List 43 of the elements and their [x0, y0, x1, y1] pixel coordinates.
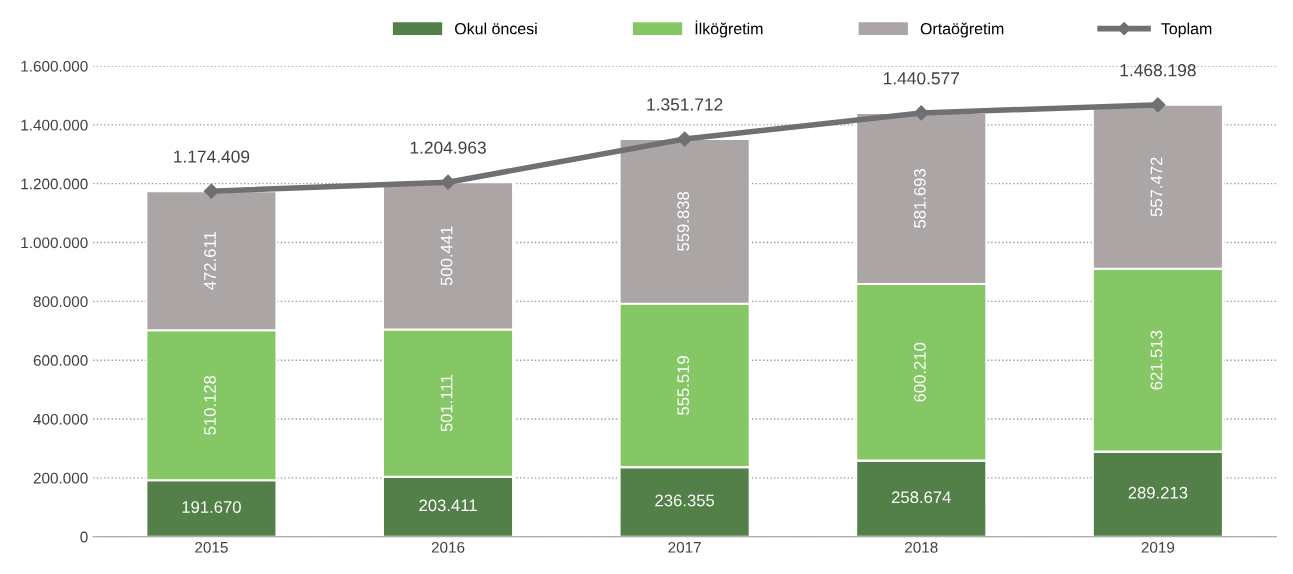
data-label: 557.472: [1150, 157, 1163, 217]
data-label: 555.519: [677, 356, 690, 415]
data-label: 581.693: [913, 169, 926, 228]
data-label: 191.670: [182, 501, 241, 513]
data-label: 510.128: [204, 375, 216, 435]
legend-label: Toplam: [1161, 22, 1212, 38]
point: [677, 131, 693, 147]
y-tick-label: 600.000: [33, 355, 88, 366]
x-tick-label: 2016: [431, 541, 465, 553]
data-label: 501.111: [440, 375, 453, 432]
data-label: 203.411: [419, 499, 477, 512]
y-tick-label: 200.000: [33, 472, 88, 484]
legend-label: İlköğretim: [695, 20, 763, 38]
data-label: 1.204.963: [410, 141, 486, 154]
point: [1150, 97, 1166, 113]
data-label: 1.351.712: [647, 98, 723, 111]
data-label: 621.513: [1150, 330, 1163, 390]
y-tick-label: 1.600.000: [21, 60, 88, 72]
data-label: 559.838: [677, 191, 690, 251]
data-label: 500.441: [440, 226, 453, 286]
data-label: 1.468.198: [1120, 64, 1196, 77]
y-tick-label: 1.000.000: [21, 237, 88, 249]
data-label: 1.440.577: [883, 72, 960, 85]
point: [440, 174, 456, 190]
data-label: 289.213: [1128, 486, 1188, 499]
x-tick-label: 2017: [668, 541, 701, 553]
y-tick-label: 0: [80, 531, 88, 543]
point: [913, 105, 929, 121]
data-label: 258.674: [891, 491, 951, 504]
data-label: 1.174.409: [174, 150, 250, 163]
x-tick-label: 2018: [905, 541, 938, 553]
y-tick-label: 400.000: [33, 413, 88, 425]
data-label: 236.355: [655, 494, 715, 507]
x-tick-label: 2019: [1141, 541, 1175, 553]
x-tick-label: 2015: [195, 541, 228, 553]
point: [203, 183, 219, 199]
data-label: 600.210: [913, 342, 926, 402]
y-tick-label: 800.000: [33, 296, 88, 308]
legend-label: Ortaöğretim: [920, 22, 1004, 38]
y-tick-label: 1.400.000: [21, 119, 88, 131]
data-label: 472.611: [204, 232, 216, 290]
y-tick-label: 1.200.000: [21, 178, 88, 190]
legend-label: Okul öncesi: [455, 22, 537, 35]
